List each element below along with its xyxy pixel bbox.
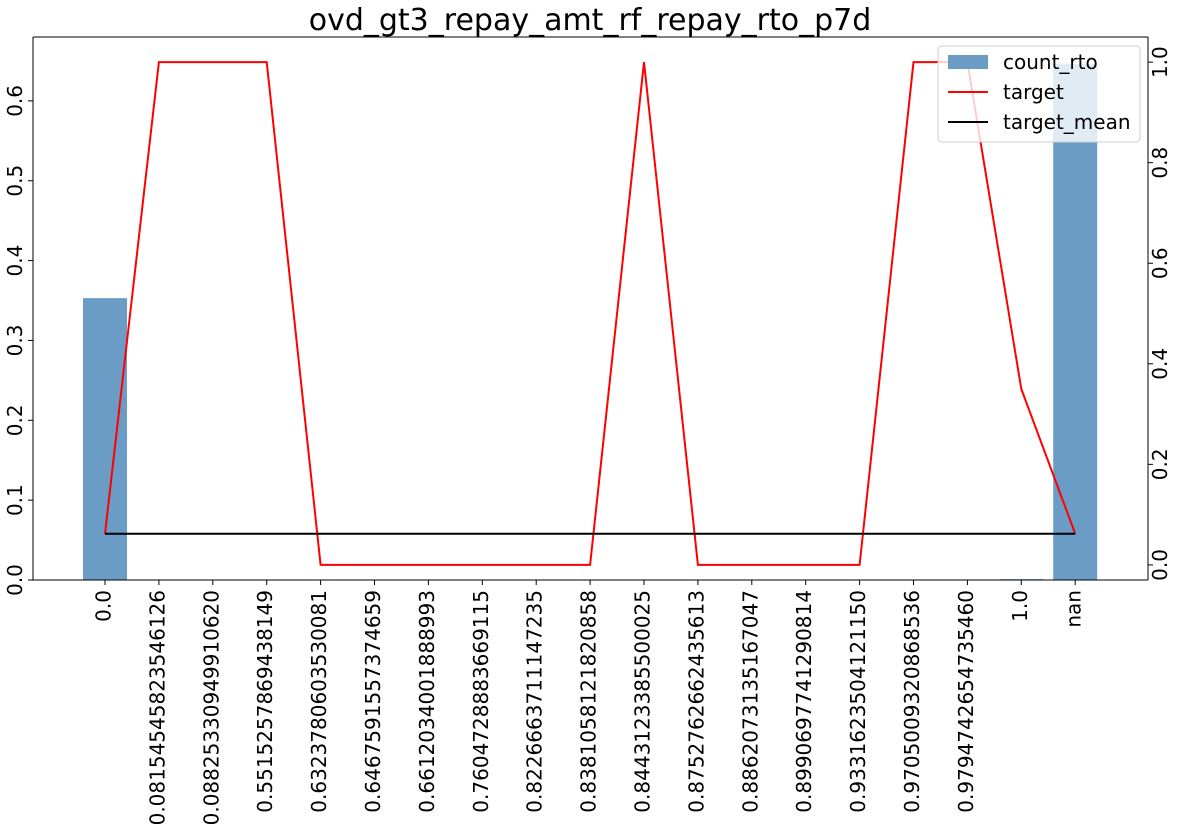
legend-box <box>937 45 1141 143</box>
x-tick-label-5: 0.6467591557374659 <box>361 590 385 813</box>
chart-title: ovd_gt3_repay_amt_rf_repay_rto_p7d <box>309 3 872 38</box>
x-tick-label-14: 0.9331623504121150 <box>846 590 870 813</box>
lines-layer <box>104 61 1077 566</box>
legend-label-target: target <box>1003 80 1064 104</box>
legend-label-target_mean: target_mean <box>1003 110 1131 134</box>
y-right-tick-label-5: 1.0 <box>1148 46 1172 78</box>
y-left-tick-label-3: 0.3 <box>3 325 27 357</box>
y-right-tick-label-2: 0.4 <box>1148 348 1172 380</box>
x-tick-label-6: 0.6612034001888993 <box>415 590 439 813</box>
y-right-tick-label-1: 0.2 <box>1148 448 1172 480</box>
x-tick-label-11: 0.8752762662435613 <box>684 590 708 813</box>
x-tick-label-16: 0.9794742654735460 <box>954 590 978 813</box>
x-tick-label-13: 0.8990697741290814 <box>792 590 816 813</box>
x-tick-label-0: 0.0 <box>92 590 116 622</box>
y-left-tick-label-6: 0.6 <box>3 85 27 117</box>
y-left-tick-label-4: 0.4 <box>3 245 27 277</box>
legend-label-count_rto: count_rto <box>1003 50 1098 74</box>
axes-layer: 0.0 0.1 0.2 0.3 0.4 0.5 0.6 0.0 0.2 0.4 0.6 0.8 1.0 0… <box>3 36 1172 825</box>
x-tick-label-18: nan <box>1062 590 1086 628</box>
y-left-tick-label-1: 0.1 <box>3 484 27 516</box>
x-tick-label-4: 0.6323780603530081 <box>307 590 331 813</box>
x-tick-label-3: 0.5515257869438149 <box>253 590 277 813</box>
x-tick-label-1: 0.08154545823546126 <box>145 590 169 825</box>
y-right-tick-label-3: 0.6 <box>1148 247 1172 279</box>
bar-0 <box>83 298 127 580</box>
series-line-target <box>104 61 1077 566</box>
x-tick-label-10: 0.8443123385500025 <box>631 590 655 813</box>
legend-swatch-count_rto <box>948 55 988 69</box>
x-tick-label-7: 0.7604728883669115 <box>469 590 493 813</box>
y-left-tick-label-0: 0.0 <box>3 564 27 596</box>
x-tick-label-2: 0.08825330949910620 <box>199 590 223 825</box>
x-tick-label-15: 0.9705009320868536 <box>900 590 924 813</box>
y-left-tick-label-5: 0.5 <box>3 165 27 197</box>
x-tick-label-9: 0.8381058121820858 <box>577 590 601 813</box>
y-left-tick-label-2: 0.2 <box>3 404 27 436</box>
x-tick-label-12: 0.8862073135167047 <box>738 590 762 813</box>
y-right-tick-label-0: 0.0 <box>1148 549 1172 581</box>
y-right-tick-label-4: 0.8 <box>1148 147 1172 179</box>
x-tick-label-8: 0.8226663711147235 <box>523 590 547 813</box>
x-tick-label-17: 1.0 <box>1008 590 1032 622</box>
